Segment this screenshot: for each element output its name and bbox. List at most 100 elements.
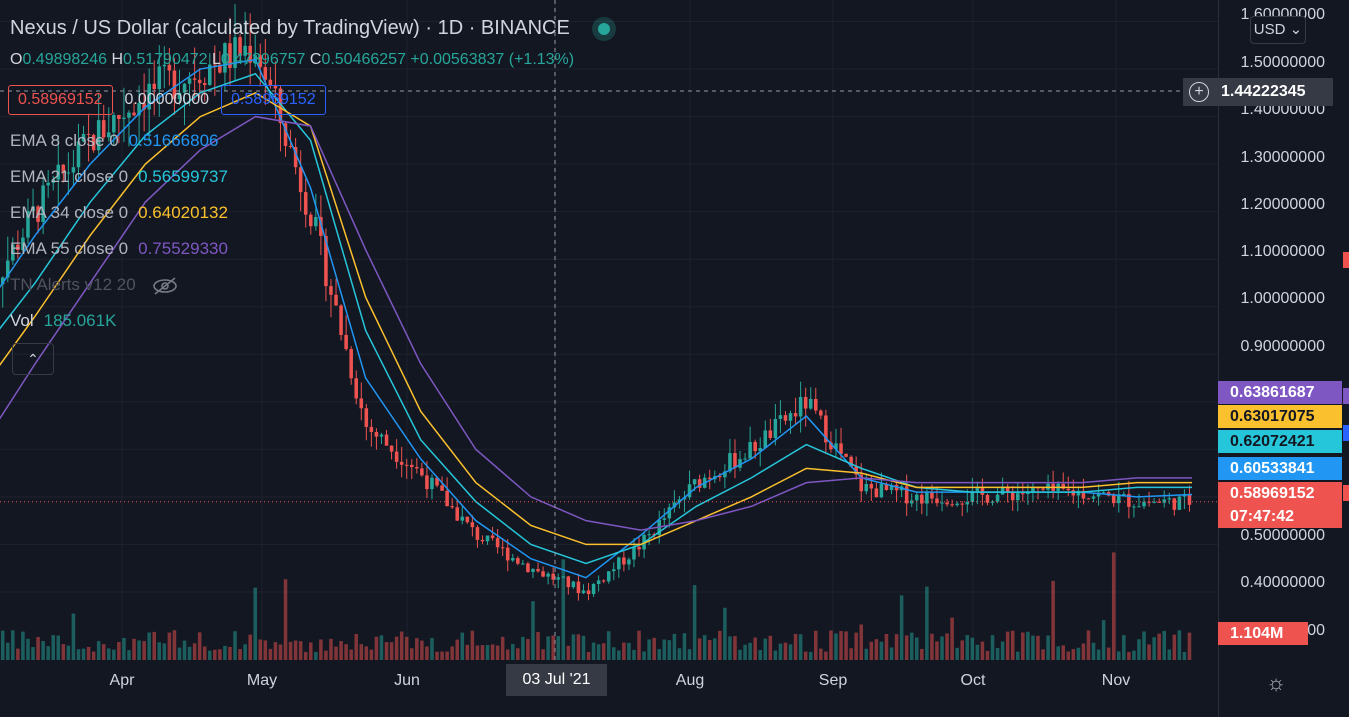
volume-bar [920, 649, 924, 660]
price-tick-label: 0.90000000 [1240, 338, 1325, 355]
volume-bar [793, 633, 798, 660]
candle [101, 120, 106, 138]
volume-bar [864, 648, 869, 660]
edge-marker [1343, 388, 1349, 404]
candle [1117, 494, 1121, 504]
volume-bar [612, 647, 616, 660]
candle [122, 117, 126, 120]
price-tick-label: 0.50000000 [1240, 527, 1325, 544]
candle [208, 64, 212, 85]
candle [1005, 486, 1010, 493]
volume-bar [940, 636, 944, 660]
volume-bar [606, 631, 611, 660]
volume-bar [990, 635, 995, 660]
candle [500, 547, 505, 549]
candle [531, 568, 535, 572]
candle [571, 581, 576, 588]
volume-bar [86, 646, 91, 660]
volume-bar [96, 641, 101, 660]
price-axis[interactable] [1218, 0, 1349, 717]
ema-line-4 [0, 115, 1192, 531]
price-tick-label: 1.30000000 [1240, 149, 1325, 166]
candle [758, 448, 762, 452]
eye-off-icon[interactable] [152, 276, 178, 296]
currency-select[interactable]: USD ⌄ [1250, 16, 1306, 44]
candle [1127, 494, 1131, 507]
candle [490, 535, 495, 539]
candle [546, 573, 550, 577]
volume-bar [839, 631, 843, 660]
candle [435, 477, 439, 486]
chevron-up-icon[interactable]: ⌃ [12, 343, 54, 375]
candle [495, 538, 500, 548]
volume-bar [66, 645, 71, 660]
candle [743, 458, 747, 460]
candle [182, 83, 187, 93]
volume-bar [112, 649, 116, 660]
candle [243, 45, 247, 56]
candle [526, 563, 530, 572]
candle [667, 507, 672, 519]
volume-bar [1066, 651, 1071, 660]
volume-bar [31, 647, 35, 660]
volume-bar [76, 649, 81, 660]
edge-marker [1343, 252, 1349, 268]
volume-bar [733, 636, 737, 660]
volume-bar [1147, 644, 1151, 660]
volume-bar [117, 642, 121, 660]
volume-bar [475, 645, 480, 660]
volume-bar [349, 649, 353, 660]
volume-bar [213, 649, 217, 660]
candle [697, 479, 702, 488]
volume-legend[interactable]: Vol 185.061K [10, 311, 117, 330]
volume-bar [970, 637, 975, 660]
buy-button[interactable]: 0.58969152 [221, 85, 326, 115]
candle [197, 79, 202, 84]
candle [940, 502, 944, 504]
volume-bar [389, 642, 394, 660]
candle [162, 64, 167, 67]
volume-bar [566, 645, 571, 660]
ema8-legend[interactable]: EMA 8 close 0 0.51666806 [10, 131, 219, 150]
volume-bar [505, 649, 510, 660]
add-alert-icon[interactable]: + [1189, 82, 1209, 102]
volume-bar [359, 644, 364, 660]
candle [707, 477, 712, 480]
volume-bar [854, 632, 858, 660]
candle [46, 182, 50, 186]
candle [581, 590, 586, 594]
volume-bar [0, 630, 5, 660]
volume-bar [430, 638, 434, 660]
volume-bar [889, 647, 894, 660]
volume-bar [874, 639, 879, 660]
gear-icon[interactable]: ☼ [1266, 670, 1287, 695]
candle [91, 134, 96, 151]
volume-bar [904, 635, 909, 660]
candle [672, 502, 677, 508]
ema21-legend[interactable]: EMA 21 close 0 0.56599737 [10, 167, 228, 186]
volume-bar [546, 636, 550, 660]
price-chart[interactable] [0, 0, 1218, 717]
ema34-legend[interactable]: EMA 34 close 0 0.64020132 [10, 203, 228, 222]
volume-bar [309, 642, 313, 660]
candle [1010, 492, 1015, 501]
alerts-legend[interactable]: TN Alerts v12 20 [10, 275, 178, 296]
volume-bar [450, 646, 454, 660]
candle [647, 534, 651, 536]
candle [66, 172, 71, 174]
volume-bar [218, 649, 222, 660]
volume-bar [91, 651, 96, 660]
candle [814, 398, 818, 411]
volume-bar [672, 633, 677, 660]
candle [132, 112, 136, 116]
candle [480, 539, 485, 542]
volume-bar [814, 630, 818, 660]
volume-bar [1167, 649, 1172, 660]
volume-bar [1172, 634, 1177, 660]
candle [374, 431, 379, 437]
volume-bar [470, 630, 475, 660]
sell-button[interactable]: 0.58969152 [8, 85, 113, 115]
candle [970, 491, 975, 503]
ema55-legend[interactable]: EMA 55 close 0 0.75529330 [10, 239, 228, 258]
volume-bar [965, 635, 970, 660]
